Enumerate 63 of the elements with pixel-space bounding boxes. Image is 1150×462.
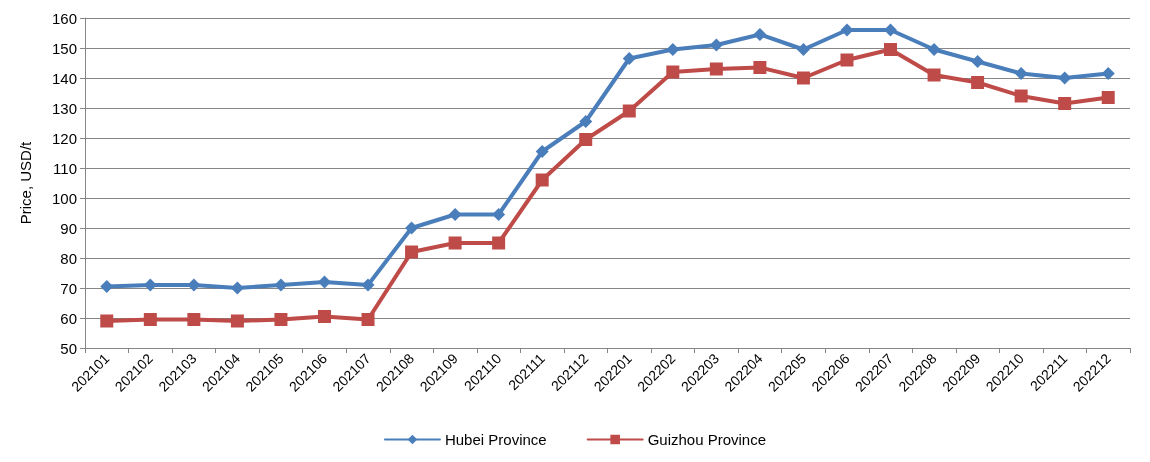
y-tick-label: 90 — [60, 219, 77, 237]
point — [1058, 71, 1072, 85]
point — [187, 313, 201, 326]
y-tick-label: 110 — [53, 159, 77, 177]
point — [1014, 89, 1028, 103]
point — [492, 236, 506, 250]
point — [230, 281, 244, 295]
point — [361, 278, 375, 292]
point — [187, 278, 201, 292]
point — [971, 55, 985, 68]
point — [840, 53, 854, 67]
point — [274, 313, 288, 326]
y-tick-label: 160 — [51, 9, 77, 27]
y-tick-label: 70 — [60, 279, 77, 297]
point — [753, 61, 767, 74]
point — [971, 76, 985, 89]
point — [100, 314, 114, 328]
point — [884, 43, 898, 56]
y-tick-label: 120 — [51, 129, 77, 147]
y-tick-label: 100 — [51, 189, 77, 207]
point — [927, 43, 941, 56]
y-tick-label: 150 — [51, 39, 77, 57]
legend-label: Guizhou Province — [647, 431, 767, 448]
point — [230, 314, 244, 328]
point — [448, 208, 462, 221]
point — [709, 62, 723, 76]
point — [405, 245, 419, 259]
point — [796, 71, 810, 85]
point — [796, 43, 810, 56]
point — [317, 310, 331, 323]
point — [884, 23, 898, 37]
point — [535, 173, 549, 187]
point — [361, 313, 375, 326]
y-tick-label: 80 — [60, 249, 77, 267]
point — [1101, 91, 1115, 104]
point — [317, 275, 331, 289]
point — [143, 313, 157, 326]
point — [100, 280, 114, 293]
point — [1058, 97, 1072, 110]
point — [622, 104, 636, 118]
y-tick-label: 50 — [60, 339, 77, 357]
point — [1101, 67, 1115, 80]
point — [840, 23, 854, 37]
point — [143, 278, 157, 292]
point — [405, 221, 419, 235]
point — [579, 133, 593, 146]
point — [666, 65, 680, 79]
y-tick-label: 140 — [51, 69, 77, 87]
point — [448, 236, 462, 250]
legend-label: Hubei Province — [444, 431, 547, 448]
point — [622, 52, 636, 65]
point — [1014, 67, 1028, 80]
point — [492, 208, 506, 221]
point — [274, 278, 288, 292]
point — [535, 145, 549, 158]
point — [753, 28, 767, 41]
point — [666, 43, 680, 56]
y-tick-label: 60 — [60, 309, 77, 327]
y-axis-title: Price, USD/t — [17, 140, 34, 225]
y-tick-label: 130 — [51, 99, 77, 117]
point — [927, 68, 941, 82]
point — [709, 38, 723, 52]
point — [579, 115, 593, 128]
